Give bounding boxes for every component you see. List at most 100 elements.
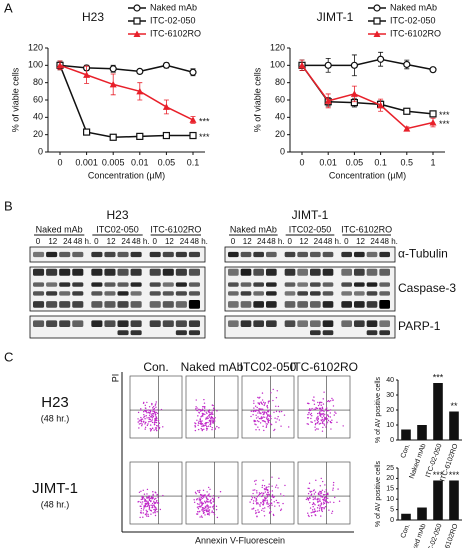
event-dot [153, 429, 155, 431]
event-dot [320, 502, 323, 504]
blot-band [253, 251, 264, 258]
event-dot [137, 418, 139, 420]
event-dot [257, 494, 260, 497]
event-dot [206, 510, 208, 513]
event-dot [266, 503, 268, 505]
time-label: 24 [63, 237, 72, 246]
event-dot [327, 419, 330, 422]
y-tick-label: 0 [390, 437, 394, 444]
event-dot [200, 423, 203, 425]
event-dot [145, 506, 147, 508]
event-dot [152, 491, 154, 493]
event-dot [207, 498, 209, 501]
time-label: 48 h. [190, 237, 208, 246]
x-axis-label: Concentration (µM) [88, 170, 165, 180]
blot-band [253, 268, 264, 276]
event-dot [150, 500, 152, 503]
event-dot [321, 401, 323, 404]
legend-label: ITC-6102RO [390, 28, 441, 38]
event-dot [211, 510, 213, 512]
legend-label: Naked mAb [150, 2, 197, 12]
event-dot [275, 410, 278, 413]
event-dot [307, 512, 309, 514]
event-dot [151, 421, 154, 424]
event-dot [197, 428, 200, 431]
blot-band [130, 268, 142, 276]
event-dot [199, 502, 201, 504]
event-dot [155, 428, 157, 431]
event-dot [266, 406, 268, 408]
time-label: 12 [243, 237, 252, 246]
event-dot [309, 501, 311, 504]
y-tick-label: 20 [275, 129, 285, 139]
x-tick-label: Con. [400, 523, 412, 539]
event-dot [268, 483, 270, 485]
y-tick-label: 20 [386, 407, 394, 414]
event-dot [314, 420, 316, 422]
event-dot [323, 391, 325, 393]
event-dot [203, 509, 206, 511]
event-dot [254, 420, 257, 422]
event-dot [213, 495, 215, 497]
event-dot [144, 404, 146, 407]
event-dot [155, 427, 157, 429]
event-dot [155, 418, 157, 420]
event-dot [201, 495, 204, 498]
event-dot [313, 493, 316, 495]
event-dot [153, 410, 156, 413]
row-sublabel: (48 hr.) [41, 499, 70, 509]
event-dot [207, 417, 209, 419]
event-dot [318, 412, 320, 414]
event-dot [272, 399, 274, 402]
event-dot [146, 510, 148, 513]
event-dot [330, 428, 332, 430]
event-dot [142, 516, 144, 518]
event-dot [148, 421, 150, 423]
blot-band [266, 320, 277, 327]
blot-band [379, 330, 390, 336]
marker [324, 61, 332, 69]
event-dot [253, 402, 255, 404]
x-tick-label: Naked mAb [409, 523, 428, 548]
blot-band [266, 282, 277, 287]
event-dot [252, 492, 254, 495]
marker [189, 131, 197, 140]
event-dot [204, 413, 206, 416]
event-dot [154, 512, 156, 514]
event-dot [322, 412, 324, 415]
event-dot [307, 423, 310, 425]
event-dot [319, 422, 322, 425]
event-dot [307, 498, 310, 500]
y-tick-label: 10 [386, 496, 394, 503]
blot-band [91, 268, 103, 276]
blot-band [46, 320, 58, 327]
event-dot [320, 415, 322, 417]
event-dot [157, 496, 159, 499]
blot-band [228, 301, 239, 308]
blot-band [379, 300, 390, 309]
event-dot [255, 500, 257, 502]
event-dot [152, 406, 155, 408]
event-dot [325, 426, 327, 428]
event-dot [255, 409, 258, 411]
blot-band [33, 320, 45, 327]
event-dot [214, 417, 216, 419]
event-dot [321, 496, 324, 498]
event-dot [206, 497, 208, 500]
blot-band [341, 301, 352, 308]
event-dot [145, 509, 147, 511]
event-dot [259, 505, 261, 507]
event-dot [212, 501, 214, 503]
event-dot [250, 415, 252, 418]
event-dot [250, 410, 252, 413]
event-dot [208, 506, 210, 508]
blot-band [228, 282, 239, 287]
event-dot [312, 498, 315, 501]
blot-band [310, 282, 321, 287]
event-dot [197, 424, 199, 427]
bar [417, 425, 427, 440]
blot-band [117, 301, 129, 308]
event-dot [205, 500, 208, 502]
event-dot [203, 428, 205, 431]
